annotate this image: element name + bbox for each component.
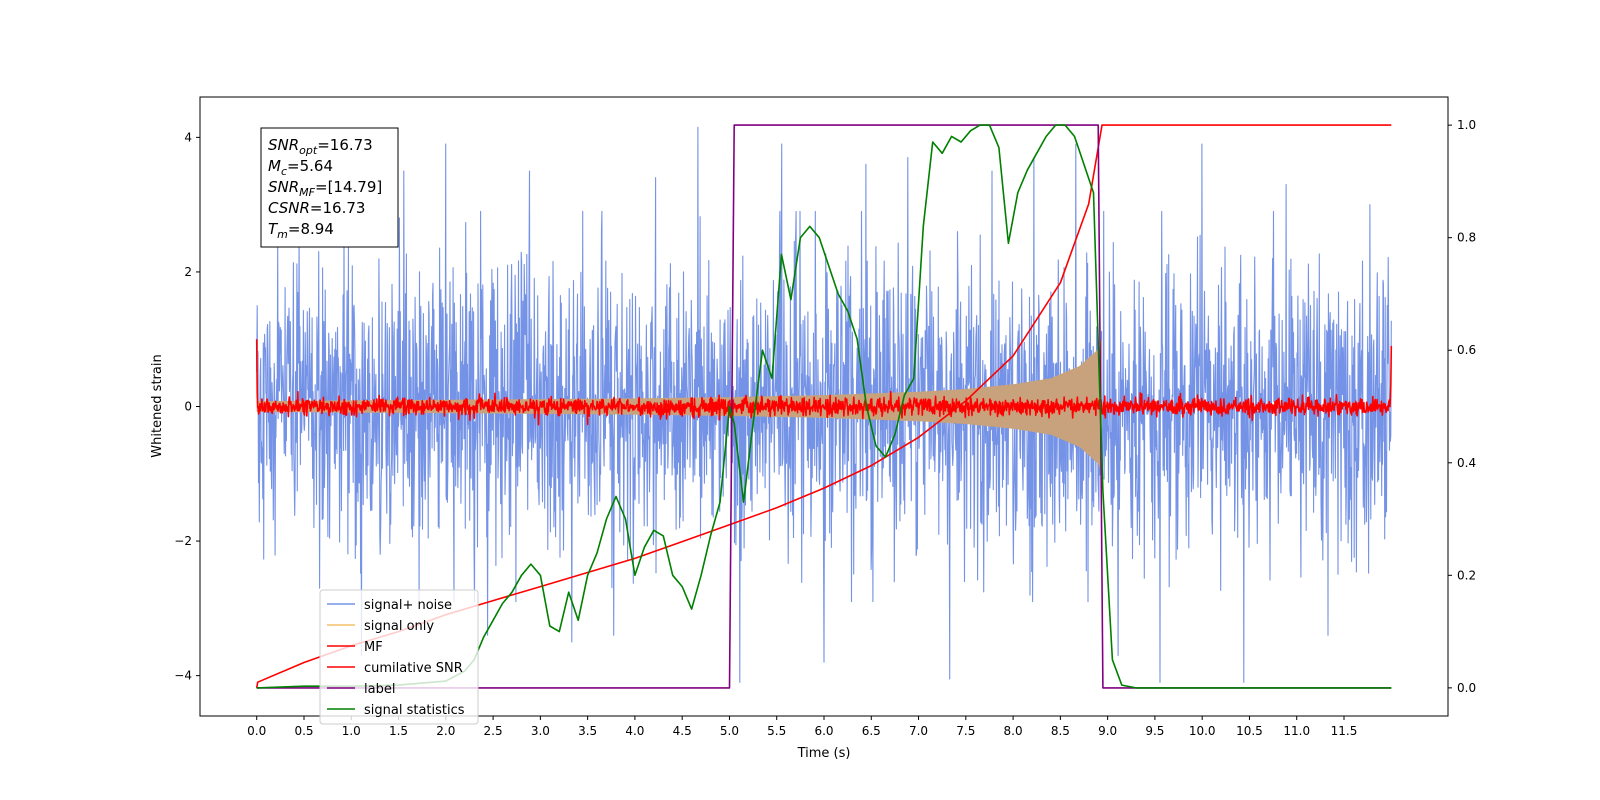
x-tick-label: 9.0 — [1098, 724, 1117, 738]
x-tick-label: 4.0 — [625, 724, 644, 738]
x-tick-label: 3.0 — [531, 724, 550, 738]
y-right-tick-label: 1.0 — [1457, 118, 1476, 132]
x-tick-label: 2.5 — [484, 724, 503, 738]
stats-annotation-box: SNRopt=16.73Mc=5.64SNRMF=[14.79]CSNR=16.… — [260, 127, 399, 248]
y-axis-right: 0.0 0.2 0.4 0.6 0.8 1.0 — [1448, 118, 1476, 695]
x-tick-label: 11.5 — [1331, 724, 1358, 738]
annotation-line: Mc=5.64 — [268, 157, 333, 178]
x-tick-label: 1.5 — [389, 724, 408, 738]
y-left-tick-label: 4 — [184, 130, 192, 144]
y-right-tick-label: 0.8 — [1457, 231, 1476, 245]
x-tick-label: 10.0 — [1189, 724, 1216, 738]
x-tick-label: 0.0 — [247, 724, 266, 738]
annotation-line: Tm=8.94 — [268, 220, 334, 241]
x-tick-label: 0.5 — [294, 724, 313, 738]
x-tick-label: 9.5 — [1145, 724, 1164, 738]
annotation-line: CSNR=16.73 — [268, 199, 365, 217]
legend: signal+ noise signal only MF cumilative SNR… — [319, 589, 479, 725]
legend-label: label — [364, 682, 395, 697]
series-mf-line — [255, 339, 1393, 426]
x-tick-label: 6.0 — [814, 724, 833, 738]
y-axis-left: −4 −2 0 2 4 — [174, 130, 200, 683]
x-axis: 0.0 0.5 1.0 1.5 2.0 2.5 3.0 3.5 4.0 4.5 5.0 5.5 6.0 6… — [247, 716, 1357, 738]
x-tick-label: 10.5 — [1236, 724, 1263, 738]
y-right-tick-label: 0.4 — [1457, 456, 1476, 470]
y-right-tick-label: 0.0 — [1457, 681, 1476, 695]
annotation-line: SNRopt=16.73 — [268, 136, 373, 157]
x-tick-label: 6.5 — [862, 724, 881, 738]
legend-label: MF — [364, 640, 383, 655]
annotation-frame — [260, 127, 399, 248]
x-tick-label: 5.5 — [767, 724, 786, 738]
x-axis-label: Time (s) — [797, 746, 851, 761]
y-right-tick-label: 0.6 — [1457, 343, 1476, 357]
x-tick-label: 8.5 — [1051, 724, 1070, 738]
series-signal-noise-line — [256, 126, 1392, 683]
x-tick-label: 8.0 — [1004, 724, 1023, 738]
y-axis-label: Whitened strain — [150, 354, 165, 457]
legend-label: signal+ noise — [364, 598, 452, 613]
y-left-tick-label: −2 — [174, 534, 192, 548]
legend-label: signal only — [364, 619, 434, 634]
legend-label: cumilative SNR — [364, 661, 463, 676]
legend-label: signal statistics — [364, 703, 465, 718]
x-tick-label: 7.0 — [909, 724, 928, 738]
x-tick-label: 11.0 — [1283, 724, 1310, 738]
x-tick-label: 1.0 — [342, 724, 361, 738]
series-signal-statistics-line — [256, 124, 1392, 689]
x-tick-label: 2.0 — [436, 724, 455, 738]
y-left-tick-label: 2 — [184, 265, 192, 279]
x-tick-label: 3.5 — [578, 724, 597, 738]
x-tick-label: 5.0 — [720, 724, 739, 738]
x-tick-label: 4.5 — [673, 724, 692, 738]
legend-frame — [319, 589, 479, 725]
y-left-tick-label: −4 — [174, 669, 192, 683]
y-right-tick-label: 0.2 — [1457, 568, 1476, 582]
x-tick-label: 7.5 — [956, 724, 975, 738]
y-left-tick-label: 0 — [184, 400, 192, 414]
annotation-line: SNRMF=[14.79] — [268, 178, 382, 199]
